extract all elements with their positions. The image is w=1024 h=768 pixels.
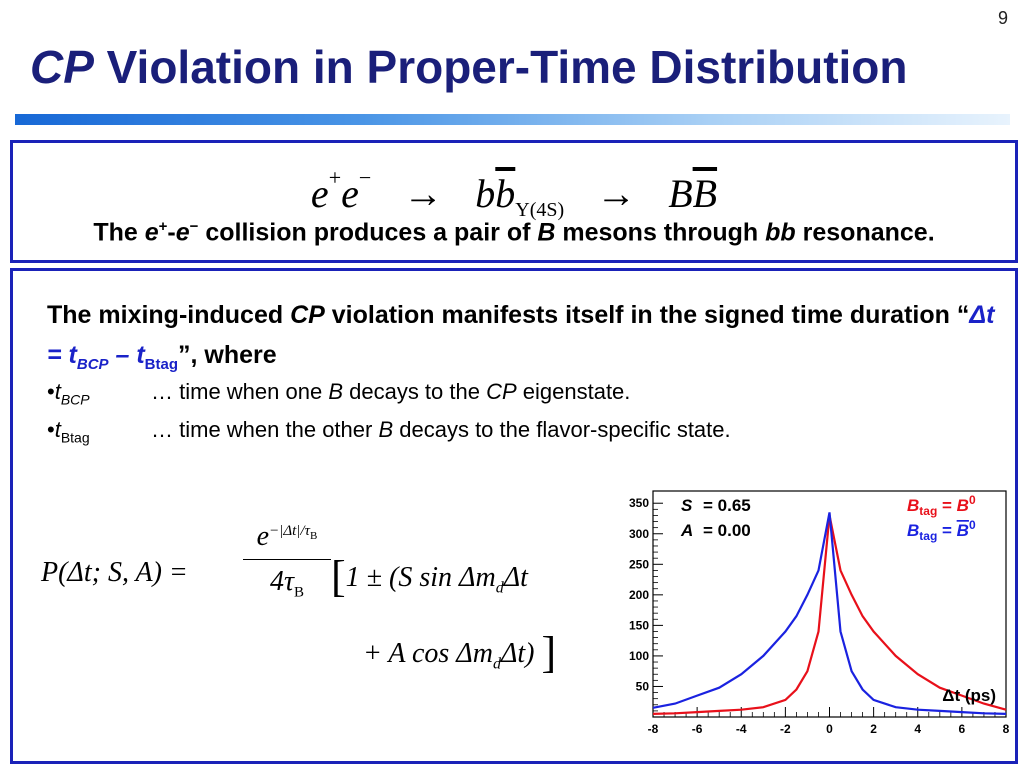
minus-charge: − [358, 165, 372, 190]
positron-symbol: e [341, 171, 359, 216]
formula-lhs: P(Δt; S, A) = [41, 557, 188, 588]
electron-symbol: e [310, 171, 329, 216]
title-rest: Violation in Proper-Time Distribution [93, 41, 908, 93]
plus-charge: + [328, 165, 342, 190]
content-box: The mixing-induced CP violation manifest… [10, 268, 1018, 764]
y-tick-label: 250 [629, 557, 649, 571]
formula-numerator: e−|Δt|/τB [256, 521, 318, 552]
formula-fraction: e−|Δt|/τB 4τB [243, 521, 331, 602]
probability-formula: P(Δt; S, A) = e−|Δt|/τB 4τB [1 ± (S sin … [31, 521, 601, 691]
param-name: A [680, 521, 693, 540]
bullet-tbtag: •tBtag… time when the other B decays to … [47, 417, 731, 446]
antiquark-b: b [495, 171, 516, 216]
param-value: = 0.65 [703, 496, 751, 515]
quark-b: b [475, 171, 496, 216]
x-tick-label: -4 [736, 722, 747, 736]
arrow-1: → [403, 171, 444, 216]
y-tick-label: 100 [629, 649, 649, 663]
delta-t-definition: Δt = tBCP – tBtag [47, 301, 995, 373]
fraction-bar [243, 559, 331, 560]
meson-b: B [668, 171, 693, 216]
title-gradient-rule [15, 114, 1010, 125]
reaction-caption: The e+-e− collision produces a pair of B… [93, 218, 935, 247]
series-btag-b0bar-line [652, 512, 1007, 715]
reaction-equation: e+e− → bbΥ(4S) → BB [13, 153, 1015, 235]
formula-denominator: 4τB [269, 566, 305, 601]
formula-row-2: + A cos ΔmdΔt) ] [363, 628, 557, 677]
bullet-tbcp: •tBCP… time when one B decays to the CP … [47, 379, 631, 408]
x-tick-label: 8 [1003, 722, 1010, 736]
mixing-paragraph: The mixing-induced CP violation manifest… [47, 301, 995, 373]
reaction-box: e+e− → bbΥ(4S) → BB The e+-e− collision prod… [10, 140, 1018, 263]
meson-bbar: B [692, 171, 718, 216]
x-tick-label: 2 [870, 722, 877, 736]
page-title: CP Violation in Proper-Time Distribution [30, 40, 908, 94]
x-tick-label: -2 [780, 722, 791, 736]
param-value: = 0.00 [703, 521, 751, 540]
formula-row-1: [1 ± (S sin ΔmdΔt [331, 552, 528, 601]
delta-t-chart: 50 100 150 200 250 300 350 -8 -6 -4 -2 0 2 4 6 8 S = 0.65… [611, 477, 1011, 749]
x-tick-label: -8 [648, 722, 659, 736]
arrow-2: → [596, 171, 637, 216]
x-axis-label: Δt (ps) [942, 686, 996, 705]
param-name: S [681, 496, 693, 515]
chart-svg: 50 100 150 200 250 300 350 -8 -6 -4 -2 0 2 4 6 8 S = 0.65… [629, 490, 1010, 736]
x-tick-label: 6 [959, 722, 966, 736]
x-tick-label: -6 [692, 722, 703, 736]
y-tick-label: 350 [629, 496, 649, 510]
plot-frame [652, 490, 1007, 718]
y-tick-label: 200 [629, 588, 649, 602]
y-tick-label: 50 [636, 679, 650, 693]
x-tick-label: 4 [914, 722, 921, 736]
title-cp: CP [30, 41, 94, 93]
resonance-label: Υ(4S) [515, 199, 565, 221]
y-tick-label: 300 [629, 527, 649, 541]
y-tick-label: 150 [629, 618, 649, 632]
x-tick-label: 0 [826, 722, 833, 736]
legend-entry: Btag = B0 [907, 518, 976, 543]
legend-entry: Btag = B0 [907, 493, 976, 518]
slide-number: 9 [997, 8, 1008, 28]
